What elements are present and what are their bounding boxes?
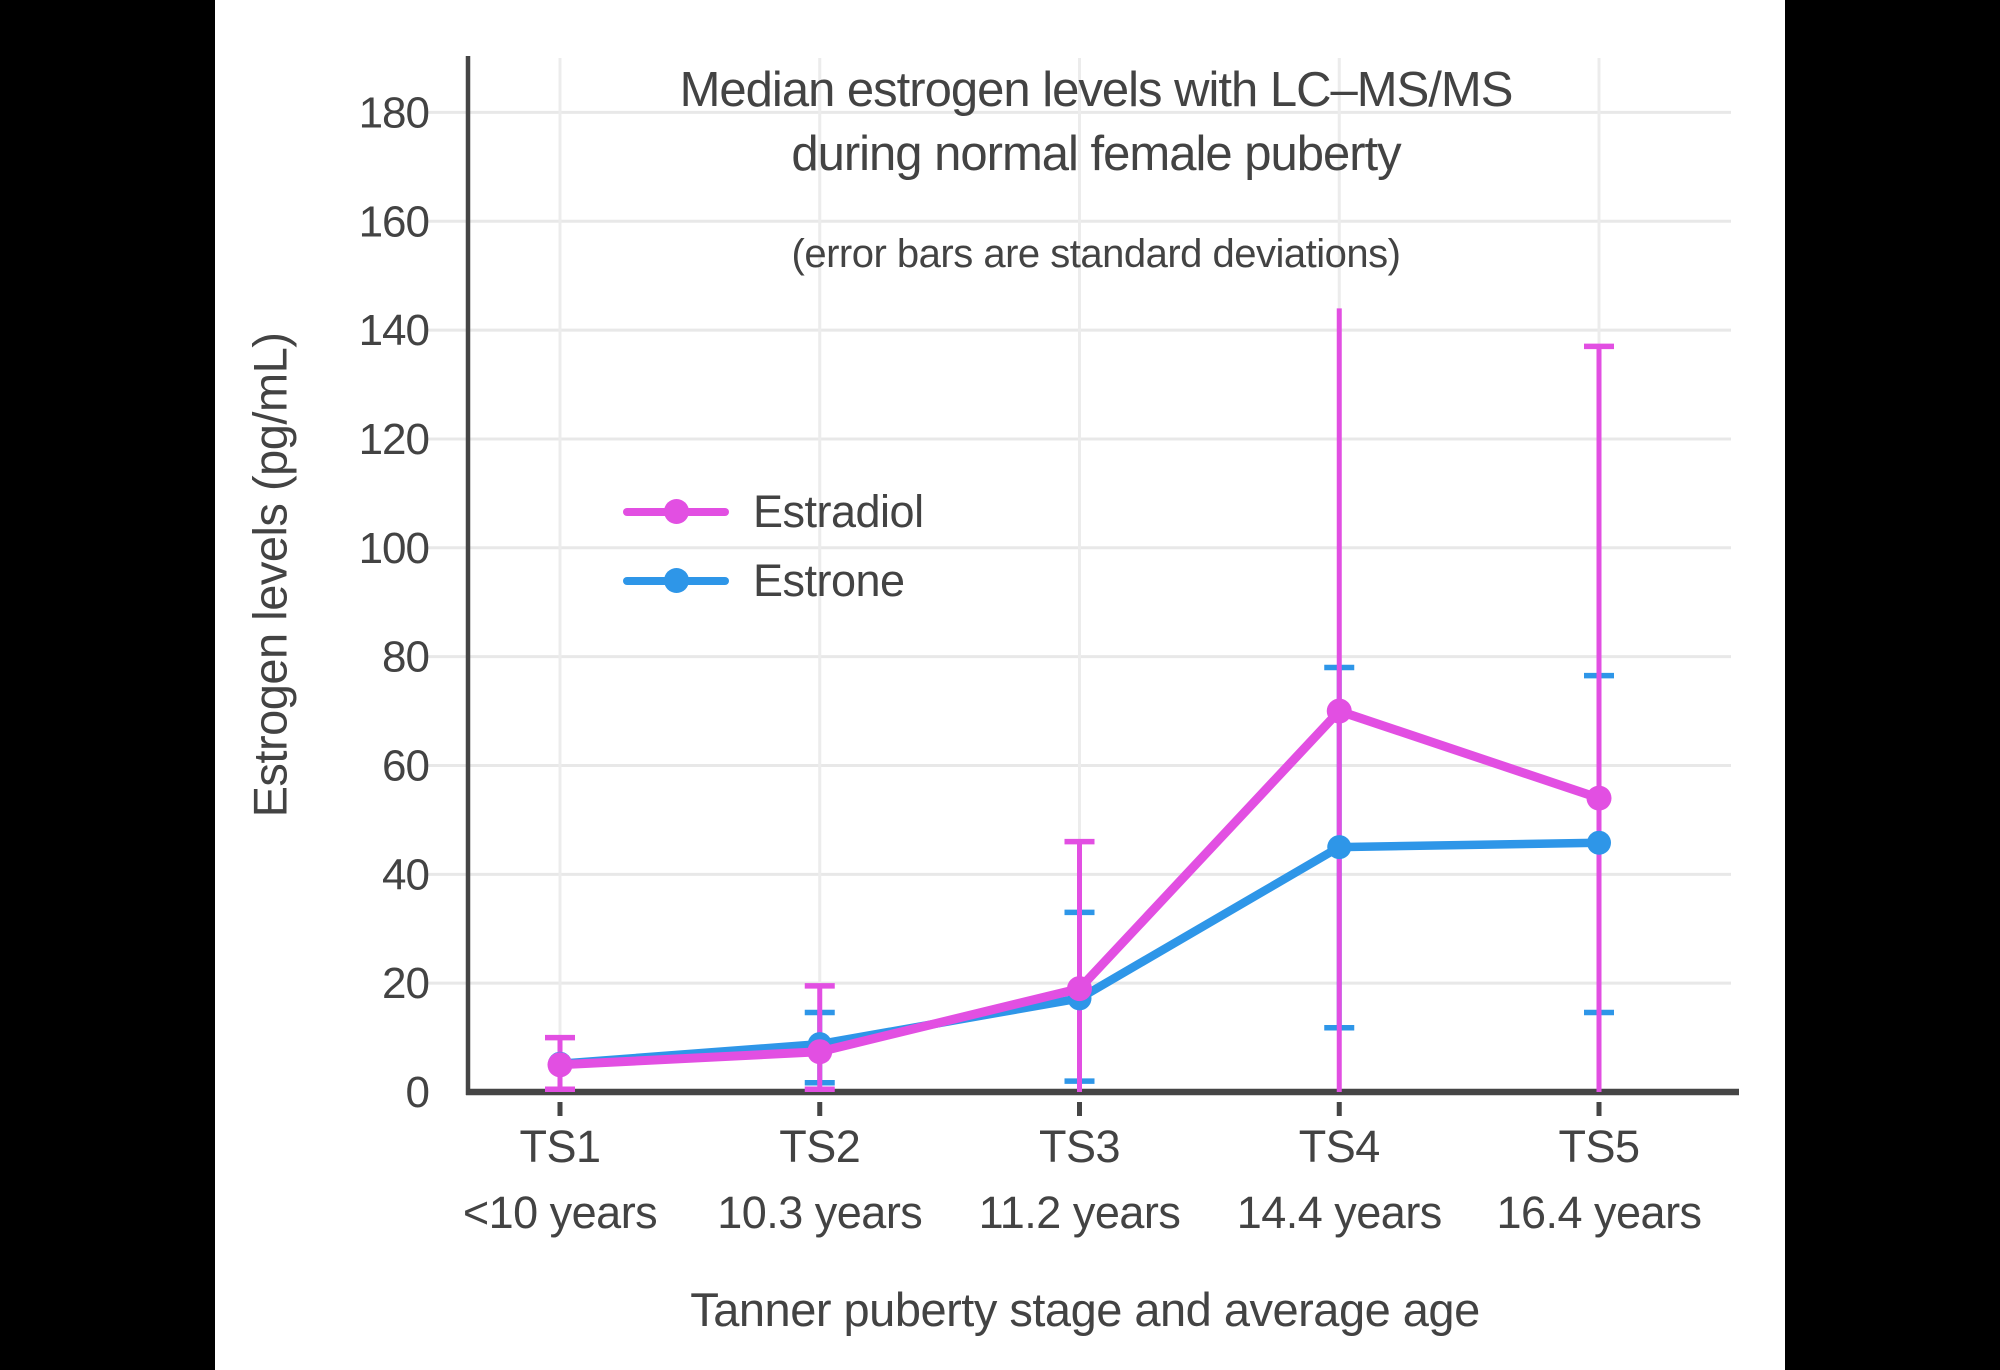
estrone-point-TS5 [1587,830,1611,855]
estrone-swatch-icon [623,553,729,608]
x-tick-label-stage: TS4 [1299,1121,1380,1172]
chart-title-line1: Median estrogen levels with LC–MS/MS [679,63,1514,117]
y-tick-label: 20 [382,959,429,1008]
y-tick-label: 180 [359,88,429,137]
y-tick-label: 120 [359,415,429,464]
chart-canvas: 0 20 40 60 80 100 120 140 160 180 TS1 <10 years TS2 1… [359,56,1739,1238]
estradiol-point-TS4 [1326,698,1352,724]
x-tick-label-stage: TS5 [1558,1121,1639,1172]
y-tick-label: 100 [359,524,429,573]
y-tick-label: 160 [359,197,429,246]
y-tick-label: 60 [382,741,429,790]
x-tick-label-age: 11.2 years [979,1187,1181,1238]
x-tick-label-stage: TS2 [779,1121,860,1172]
y-tick-label: 40 [382,850,429,899]
y-tick-label: 140 [359,306,429,355]
x-tick-label-age: 16.4 years [1496,1187,1701,1238]
legend-item-estradiol: Estradiol [623,484,924,539]
chart-title: Median estrogen levels with LC–MS/MS dur… [396,58,1796,186]
estradiol-point-TS5 [1586,785,1612,811]
x-tick-label-stage: TS3 [1039,1121,1120,1172]
legend-label-estradiol: Estradiol [753,485,924,537]
estradiol-point-TS2 [807,1039,833,1065]
x-tick-label-stage: TS1 [519,1121,600,1172]
y-tick-label: 80 [382,633,429,682]
estrone-point-TS4 [1327,835,1352,860]
x-tick-label-age: 14.4 years [1237,1187,1442,1238]
chart-panel: 0 20 40 60 80 100 120 140 160 180 TS1 <10 years TS2 1… [215,0,1785,1370]
chart-legend: Estradiol Estrone [623,484,924,608]
x-axis-title: Tanner puberty stage and average age [690,1283,1480,1336]
y-tick-label: 0 [406,1068,429,1117]
x-tick-label-age: <10 years [463,1187,657,1238]
estradiol-swatch-icon [623,484,729,539]
legend-item-estrone: Estrone [623,553,924,608]
x-tick-label-age: 10.3 years [717,1187,922,1238]
legend-label-estrone: Estrone [753,554,905,606]
estradiol-point-TS1 [547,1052,573,1078]
chart-title-line2: during normal female puberty [791,127,1401,181]
y-axis-title: Estrogen levels (pg/mL) [243,332,297,818]
chart-subtitle: (error bars are standard deviations) [791,232,1401,276]
estradiol-point-TS3 [1067,976,1092,1002]
